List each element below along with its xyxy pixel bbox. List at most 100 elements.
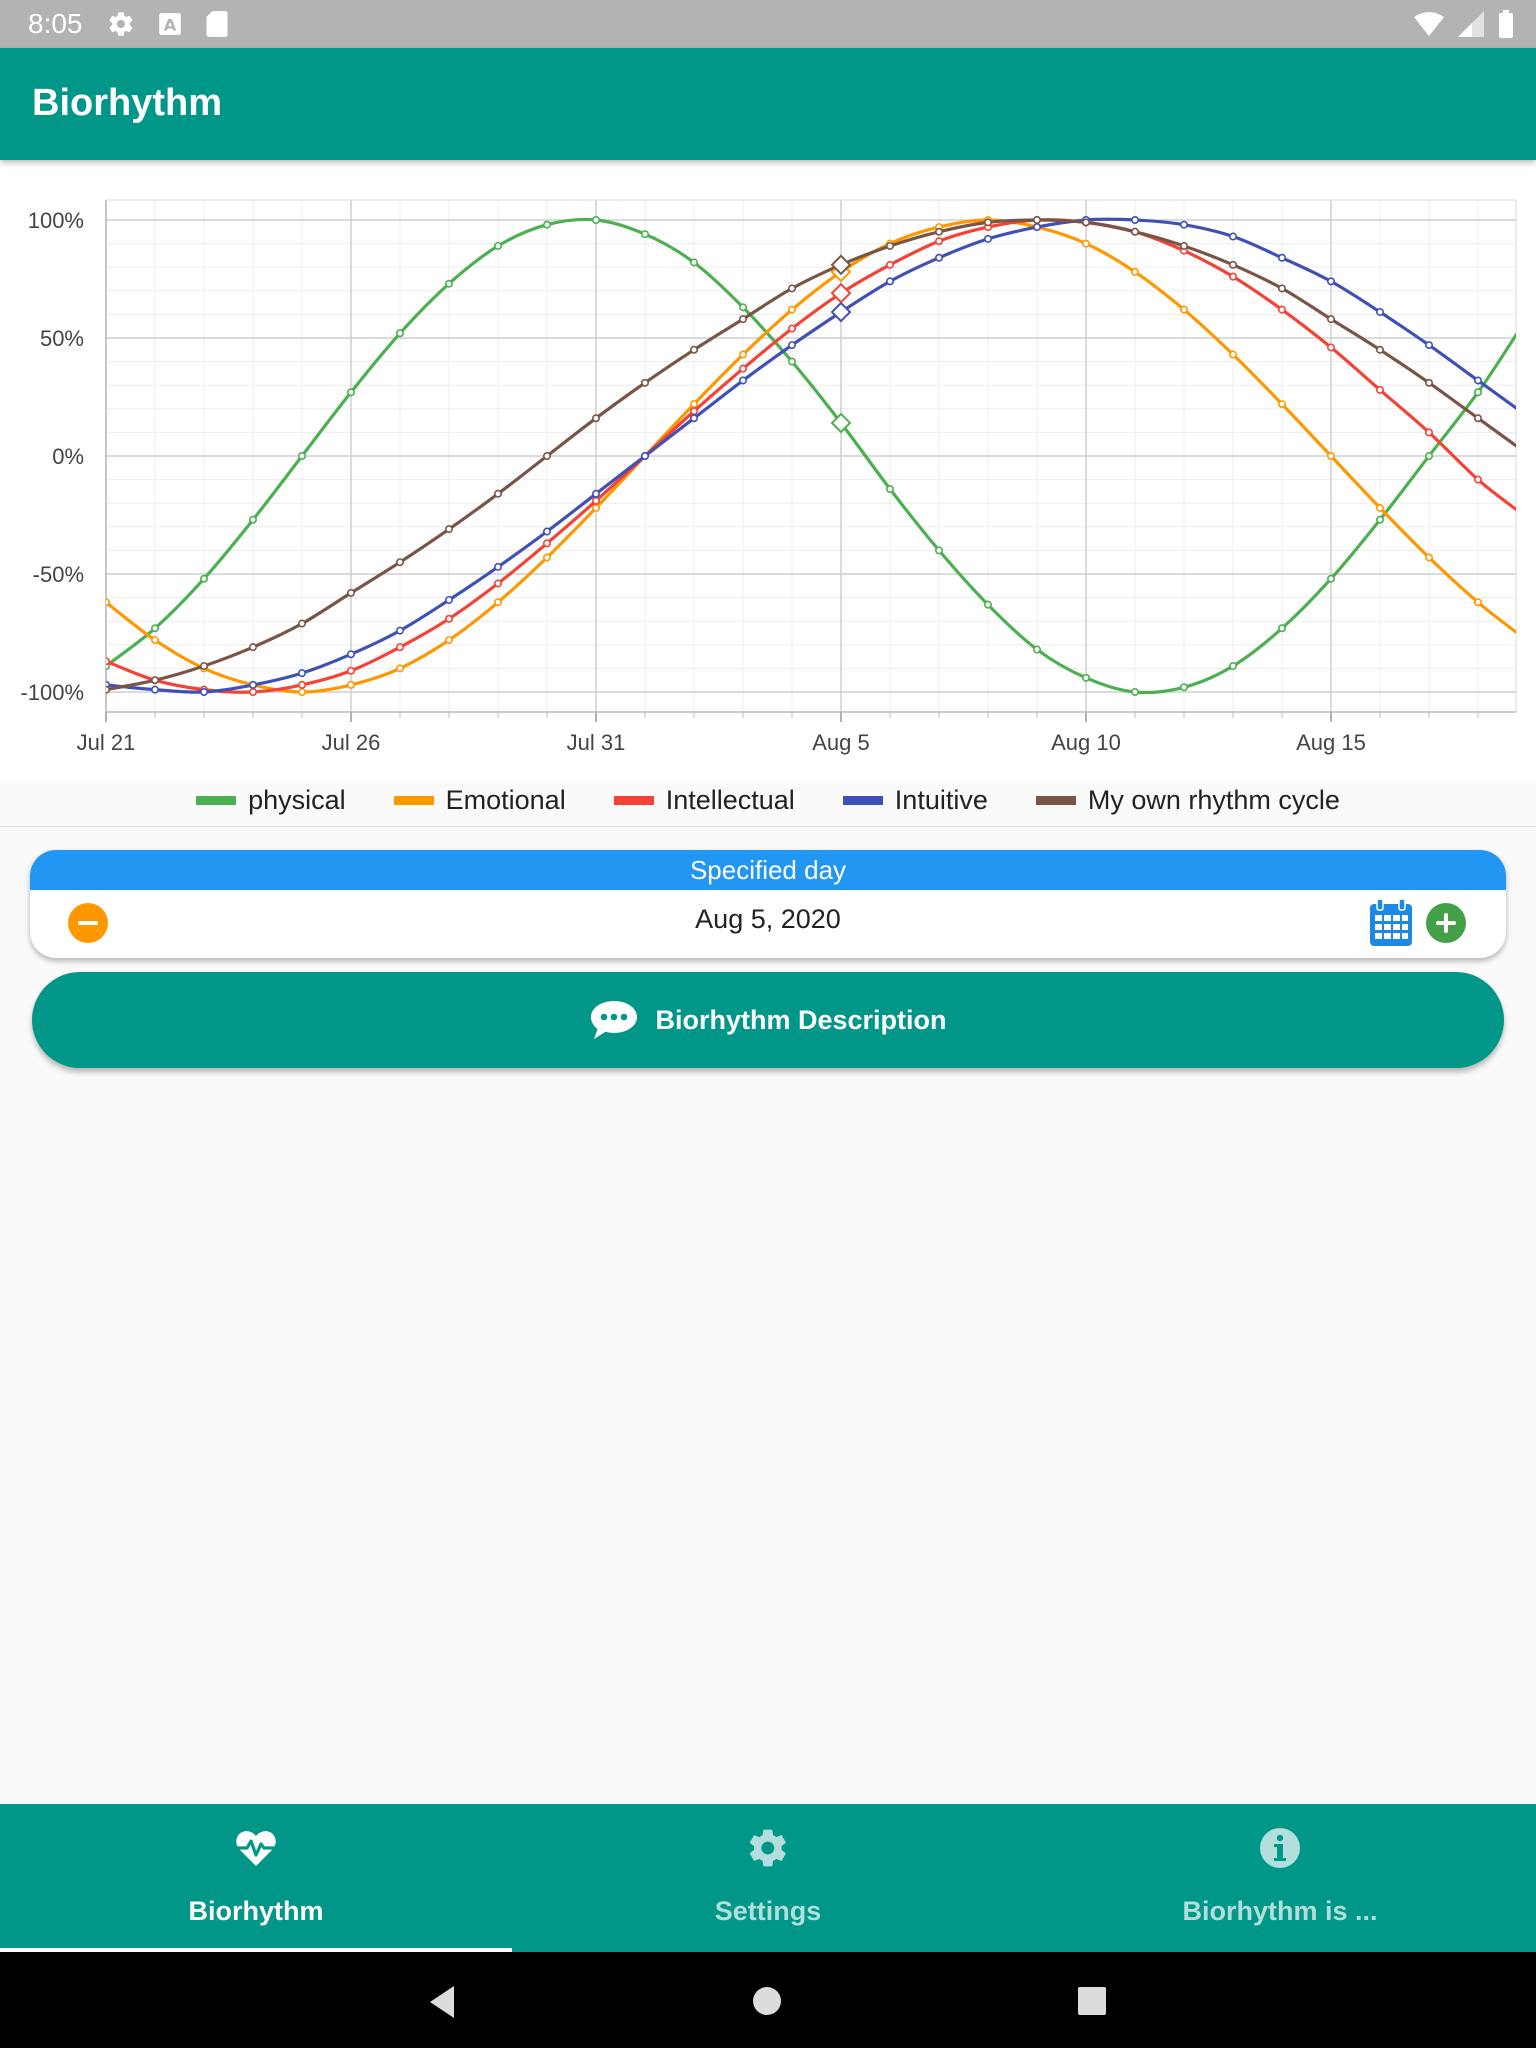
series-point-intellectual xyxy=(1278,305,1287,314)
series-point-my-own-rhythm-cycle xyxy=(1229,260,1238,269)
series-point-physical xyxy=(542,220,551,229)
plus-icon-v xyxy=(1444,913,1448,933)
series-point-intellectual xyxy=(591,496,600,505)
info-icon xyxy=(1260,1828,1300,1868)
series-point-intellectual xyxy=(885,260,894,269)
series-point-physical xyxy=(1376,515,1385,524)
tab-biorhythm[interactable]: Biorhythm xyxy=(0,1804,512,1952)
series-point-intuitive xyxy=(885,277,894,286)
y-tick-label: 0% xyxy=(52,444,84,469)
chart-svg: 100% 50% 0% -50% -100% Jul 21 Jul 26 Jul 31 Aug… xyxy=(20,199,1517,755)
series-point-my-own-rhythm-cycle xyxy=(1082,218,1091,227)
next-day-button[interactable] xyxy=(1426,903,1466,943)
y-axis-ticks: 100% 50% 0% -50% -100% xyxy=(20,208,84,705)
series-point-physical xyxy=(885,485,894,494)
series-point-intuitive xyxy=(1425,341,1434,350)
series-point-intuitive xyxy=(346,650,355,659)
legend-item-intuitive[interactable]: Intuitive xyxy=(842,785,988,816)
legend-item-my-own-rhythm-cycle[interactable]: My own rhythm cycle xyxy=(1035,785,1340,816)
series-point-my-own-rhythm-cycle xyxy=(493,489,502,498)
y-tick-label: -100% xyxy=(20,680,84,705)
y-tick-label: 100% xyxy=(28,208,84,233)
series-line-my-own-rhythm-cycle xyxy=(106,218,1516,692)
sd-card-icon xyxy=(205,10,229,38)
font-a-icon: A xyxy=(157,11,183,37)
series-point-emotional xyxy=(1131,267,1140,276)
series-point-my-own-rhythm-cycle xyxy=(1033,215,1042,224)
series-point-my-own-rhythm-cycle xyxy=(249,643,258,652)
legend-item-physical[interactable]: physical xyxy=(196,785,346,816)
series-point-emotional xyxy=(787,305,796,314)
series-point-physical xyxy=(640,230,649,239)
specified-day-value[interactable]: Aug 5, 2020 xyxy=(695,904,841,934)
back-icon[interactable] xyxy=(426,1984,458,2020)
x-tick-label: Aug 10 xyxy=(1051,730,1121,755)
calendar-icon xyxy=(1370,898,1412,946)
biorhythm-chart[interactable]: 100% 50% 0% -50% -100% Jul 21 Jul 26 Jul 31 Aug… xyxy=(0,160,1536,780)
y-tick-label: 50% xyxy=(40,326,84,351)
home-icon[interactable] xyxy=(752,1986,782,2016)
series-point-intuitive xyxy=(689,414,698,423)
series-point-intellectual xyxy=(346,666,355,675)
series-line-intuitive xyxy=(106,217,1516,694)
series-point-emotional xyxy=(591,503,600,512)
series-point-intuitive xyxy=(151,685,160,694)
legend-label: Intellectual xyxy=(665,784,795,815)
calendar-button[interactable] xyxy=(1368,898,1414,948)
series-point-emotional xyxy=(1229,350,1238,359)
series-point-physical xyxy=(1327,574,1336,583)
legend-label: Emotional xyxy=(445,784,566,815)
series-point-intuitive xyxy=(1327,277,1336,286)
series-point-my-own-rhythm-cycle xyxy=(689,345,698,354)
series-point-emotional xyxy=(1327,451,1336,460)
series-point-my-own-rhythm-cycle xyxy=(1376,345,1385,354)
series-point-physical xyxy=(1082,673,1091,682)
series-point-intellectual xyxy=(1425,428,1434,437)
series-point-physical xyxy=(1229,662,1238,671)
series-point-my-own-rhythm-cycle xyxy=(346,588,355,597)
previous-day-button[interactable] xyxy=(68,903,108,943)
series-point-emotional xyxy=(346,680,355,689)
series-point-intellectual xyxy=(738,364,747,373)
series-point-intuitive xyxy=(1278,253,1287,262)
series-point-my-own-rhythm-cycle xyxy=(151,676,160,685)
series-point-emotional xyxy=(151,636,160,645)
series-point-intuitive xyxy=(444,595,453,604)
tab-settings[interactable]: Settings xyxy=(512,1804,1024,1952)
series-point-intuitive xyxy=(1033,223,1042,232)
series-point-intellectual xyxy=(934,237,943,246)
series-point-intellectual xyxy=(297,680,306,689)
legend-swatch xyxy=(842,795,883,805)
selected-day-marker-intellectual xyxy=(830,282,852,304)
series-point-emotional xyxy=(1082,239,1091,248)
legend-item-intellectual[interactable]: Intellectual xyxy=(613,784,795,816)
series-point-physical xyxy=(297,451,306,460)
series-point-my-own-rhythm-cycle xyxy=(983,218,992,227)
tab-settings-label: Settings xyxy=(714,1896,822,1926)
series-point-intuitive xyxy=(1229,232,1238,241)
tab-biorhythm-is[interactable]: Biorhythm is ... xyxy=(1024,1804,1536,1952)
selected-day-marker-intuitive xyxy=(830,301,852,323)
series-point-emotional xyxy=(106,598,110,607)
series-point-intuitive xyxy=(738,376,747,385)
series-point-intellectual xyxy=(249,687,258,696)
biorhythm-description-button[interactable]: Biorhythm Description xyxy=(32,972,1504,1068)
chart-legend: physical Emotional Intellectual Intuitive My… xyxy=(0,776,1536,824)
gear-icon xyxy=(107,10,135,38)
active-tab-indicator xyxy=(0,1948,512,1952)
series-point-intuitive xyxy=(591,489,600,498)
series-point-physical xyxy=(1278,624,1287,633)
recents-icon[interactable] xyxy=(1077,1986,1107,2016)
series-point-emotional xyxy=(493,598,502,607)
series-point-emotional xyxy=(297,687,306,696)
series-point-my-own-rhythm-cycle xyxy=(297,619,306,628)
series-point-intellectual xyxy=(1376,385,1385,394)
series-point-intuitive xyxy=(200,687,209,696)
series-point-intellectual xyxy=(542,539,551,548)
series-point-intuitive xyxy=(493,562,502,571)
series-point-physical xyxy=(1474,388,1483,397)
legend-item-emotional[interactable]: Emotional xyxy=(393,784,566,816)
series-point-emotional xyxy=(1278,400,1287,409)
series-point-intellectual xyxy=(689,407,698,416)
series-point-emotional xyxy=(444,636,453,645)
